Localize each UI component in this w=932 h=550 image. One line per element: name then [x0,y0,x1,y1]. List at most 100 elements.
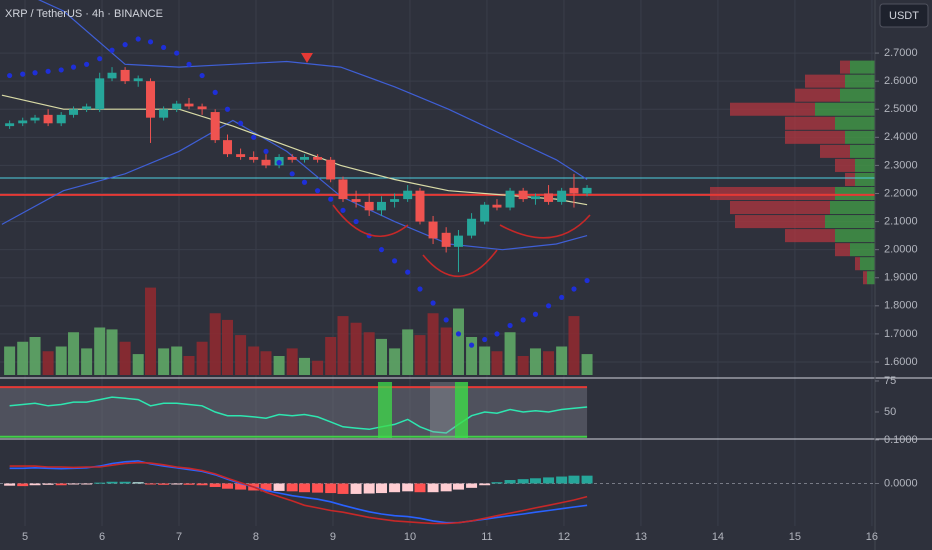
arc-drawing [332,204,409,237]
profile-down [845,172,855,186]
histogram-bar [325,483,337,494]
profile-up [835,116,875,130]
x-tick-label: 15 [789,531,801,543]
x-tick-label: 10 [404,531,416,543]
histogram-bar [29,483,41,486]
candle-body [95,78,105,110]
sar-dot [84,61,90,67]
overlay-line [1,119,588,251]
sar-dot [455,331,462,337]
rsi-pane [0,386,588,438]
volume-bar [517,356,529,375]
macd-line [9,460,588,524]
candle-body [287,156,297,160]
rsi-line [9,396,588,434]
sar-dot [391,258,398,264]
macd-pane [0,460,875,525]
volume-bar [273,356,285,375]
volume-bar [504,332,516,375]
candle-body [210,112,220,141]
volume-bar [402,329,414,375]
volume-bar [17,341,29,375]
candle-body [505,190,515,208]
candle-body [338,179,348,200]
profile-up [850,144,875,158]
candle-body [69,109,79,115]
profile-down [730,102,815,116]
volume-bar [581,354,593,375]
histogram-bar [81,483,93,485]
histogram-bar [222,483,234,489]
histogram-bar [452,483,464,490]
profile-up [860,257,875,271]
volume-bar [556,346,568,375]
candle-body [172,103,182,110]
profile-down [785,116,835,130]
x-tick-label: 13 [635,531,647,543]
sar-dot [443,317,449,323]
profile-up [845,130,875,144]
candle-body [120,69,130,82]
histogram-bar [581,475,593,484]
profile-up [830,201,875,215]
histogram-bar [427,483,439,493]
y-tick-label: 2.3000 [884,159,918,171]
volume-bar [222,319,234,375]
sar-dot [212,89,218,95]
sar-dot [122,42,128,48]
volume-bar [479,346,491,375]
histogram-bar [158,483,170,485]
histogram-bar [106,481,118,484]
volume-bar [529,348,541,375]
sar-dot [520,317,526,323]
y-tick-label: 2.1000 [884,215,918,227]
histogram-bar [350,483,362,494]
x-tick-label: 8 [253,531,259,543]
profile-down [840,60,850,74]
candle-body [197,106,207,110]
sar-dot [571,286,577,292]
candle-body [313,156,323,160]
candle-body [184,103,194,107]
volume-bar [350,322,362,375]
profile-down [820,144,850,158]
signal-marker [301,53,313,63]
candle-body [133,78,143,82]
histogram-bar [529,478,541,484]
candle-body [530,196,540,200]
x-tick-label: 7 [176,531,182,543]
volume-bar [196,341,208,375]
overlay-line [37,0,588,181]
sar-dot [559,294,565,301]
histogram-bar [94,482,106,484]
candle-body [249,156,259,160]
histogram-bar [17,483,29,487]
profile-up [835,186,875,201]
profile-up [855,172,875,186]
profile-down [785,130,845,144]
histogram-bar [491,482,503,484]
rsi-signal [430,382,455,438]
currency-button[interactable] [879,3,929,28]
histogram-bar [479,483,491,486]
volume-bar [235,335,247,375]
candle-body [467,218,477,236]
volume-bar [158,348,170,375]
histogram-bar [402,483,414,492]
drawings [332,204,591,278]
y-tick-label: 2.2000 [884,187,918,199]
sar-dot [186,61,192,67]
sar-dot [161,44,167,51]
histogram-bar [42,483,54,485]
candle-body [5,123,15,127]
profile-down [730,201,830,215]
profile-down [795,88,840,102]
histogram-bar [440,483,452,492]
candle-body [569,187,579,194]
sar-dot [109,47,115,53]
volume-bar [183,356,195,375]
candle-body [390,199,400,202]
currency-label[interactable]: USDT [889,10,919,22]
volume-bar [260,351,272,375]
sar-dot [199,72,205,79]
